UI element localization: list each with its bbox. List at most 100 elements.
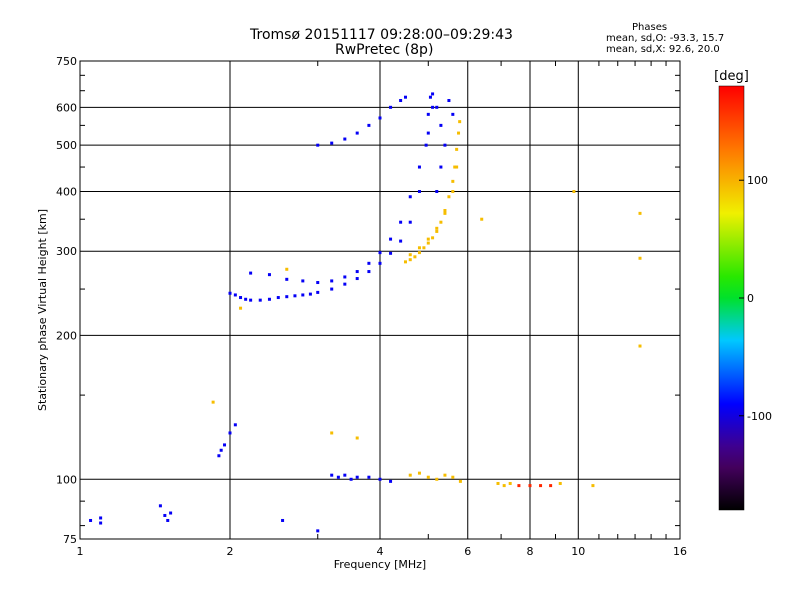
data-point-o xyxy=(389,479,393,483)
data-point-o xyxy=(355,131,359,135)
data-point-x xyxy=(426,475,430,479)
data-point-x xyxy=(455,147,459,151)
data-point-o xyxy=(439,165,443,169)
data-point-o xyxy=(389,105,393,109)
axis-tick-labels: 1 2 4 6 8 10 16 75 100 200 300 400 500 600 750 xyxy=(56,55,687,558)
data-point-o xyxy=(249,298,253,302)
chart-title: Tromsø 20151117 09:28:00–09:29:43 xyxy=(250,27,513,43)
data-point-x xyxy=(539,484,543,488)
data-point-x xyxy=(417,471,421,475)
data-point-o xyxy=(343,282,347,286)
data-point-o xyxy=(308,292,312,296)
data-point-o xyxy=(399,220,403,224)
data-point-o xyxy=(239,296,243,300)
data-point-o xyxy=(217,454,221,458)
data-point-o xyxy=(336,475,340,479)
data-point-o xyxy=(316,143,320,147)
data-point-o xyxy=(330,287,334,291)
colorbar-tick-label: 100 xyxy=(747,174,768,187)
data-point-x xyxy=(458,479,462,483)
data-point-o xyxy=(389,237,393,241)
x-tick-label: 8 xyxy=(527,545,534,558)
data-point-o xyxy=(408,220,412,224)
data-point-o xyxy=(451,112,455,116)
data-point-o xyxy=(330,473,334,477)
data-point-o xyxy=(276,296,280,300)
data-point-x xyxy=(422,246,426,250)
data-point-x xyxy=(439,220,443,224)
data-point-o xyxy=(219,448,223,452)
data-point-x xyxy=(443,473,447,477)
data-point-x xyxy=(408,253,412,257)
data-point-o xyxy=(343,137,347,141)
data-point-x xyxy=(508,481,512,485)
y-tick-label: 400 xyxy=(56,185,77,198)
data-point-x xyxy=(558,481,562,485)
grid-lines xyxy=(80,61,680,539)
data-point-o xyxy=(355,475,359,479)
data-point-x xyxy=(408,473,412,477)
x-tick-label: 16 xyxy=(673,545,687,558)
data-point-o xyxy=(244,297,248,301)
data-point-o xyxy=(428,95,432,99)
x-axis-label: Frequency [MHz] xyxy=(334,558,426,571)
data-point-x xyxy=(451,475,455,479)
data-point-o xyxy=(281,518,285,522)
data-point-x xyxy=(528,484,532,488)
data-point-o xyxy=(399,239,403,243)
data-point-o xyxy=(228,431,232,435)
colorbar-tick-label: -100 xyxy=(747,410,772,423)
x-tick-label: 6 xyxy=(464,545,471,558)
data-point-x xyxy=(426,241,430,245)
data-point-x xyxy=(591,484,595,488)
data-point-x xyxy=(403,260,407,264)
data-point-o xyxy=(99,521,103,525)
data-point-x xyxy=(431,236,435,240)
data-point-o xyxy=(223,443,227,447)
colorbar-label: [deg] xyxy=(714,69,749,84)
data-point-o xyxy=(378,477,382,481)
data-point-o xyxy=(99,516,103,520)
data-point-o xyxy=(431,92,435,96)
data-point-x xyxy=(447,195,451,199)
data-point-x xyxy=(413,255,417,259)
data-point-o xyxy=(403,95,407,99)
data-point-x xyxy=(426,237,430,241)
data-point-o xyxy=(166,518,170,522)
data-point-o xyxy=(408,195,412,199)
stats-heading: Phases xyxy=(632,22,668,33)
data-point-o xyxy=(330,141,334,145)
data-point-o xyxy=(233,293,237,297)
y-axis-label: Stationary phase Virtual Height [km] xyxy=(36,209,49,411)
data-point-x xyxy=(443,211,447,215)
data-point-o xyxy=(267,273,271,277)
data-point-o xyxy=(367,123,371,127)
data-point-o xyxy=(447,99,451,103)
data-point-o xyxy=(316,281,320,285)
data-point-o xyxy=(435,189,439,193)
data-point-o xyxy=(367,270,371,274)
data-point-o xyxy=(316,290,320,294)
data-point-o xyxy=(330,279,334,283)
data-point-x xyxy=(330,431,334,435)
data-point-o xyxy=(316,529,320,533)
data-point-x xyxy=(443,209,447,213)
chart-subtitle: RwPretec (8p) xyxy=(335,42,434,58)
data-point-o xyxy=(355,277,359,281)
data-point-o xyxy=(89,518,93,522)
data-point-x xyxy=(239,306,243,310)
x-tick-label: 1 xyxy=(77,545,84,558)
data-point-o xyxy=(417,189,421,193)
data-point-x xyxy=(451,189,455,193)
data-point-o xyxy=(355,270,359,274)
data-point-x xyxy=(453,165,457,169)
data-point-o xyxy=(367,475,371,479)
colorbar: 100 0 -100 [deg] xyxy=(714,69,772,511)
data-point-x xyxy=(502,484,506,488)
data-point-x xyxy=(455,165,459,169)
data-point-o xyxy=(439,123,443,127)
data-point-o xyxy=(301,279,305,283)
data-point-o xyxy=(163,513,167,517)
data-point-x xyxy=(638,344,642,348)
